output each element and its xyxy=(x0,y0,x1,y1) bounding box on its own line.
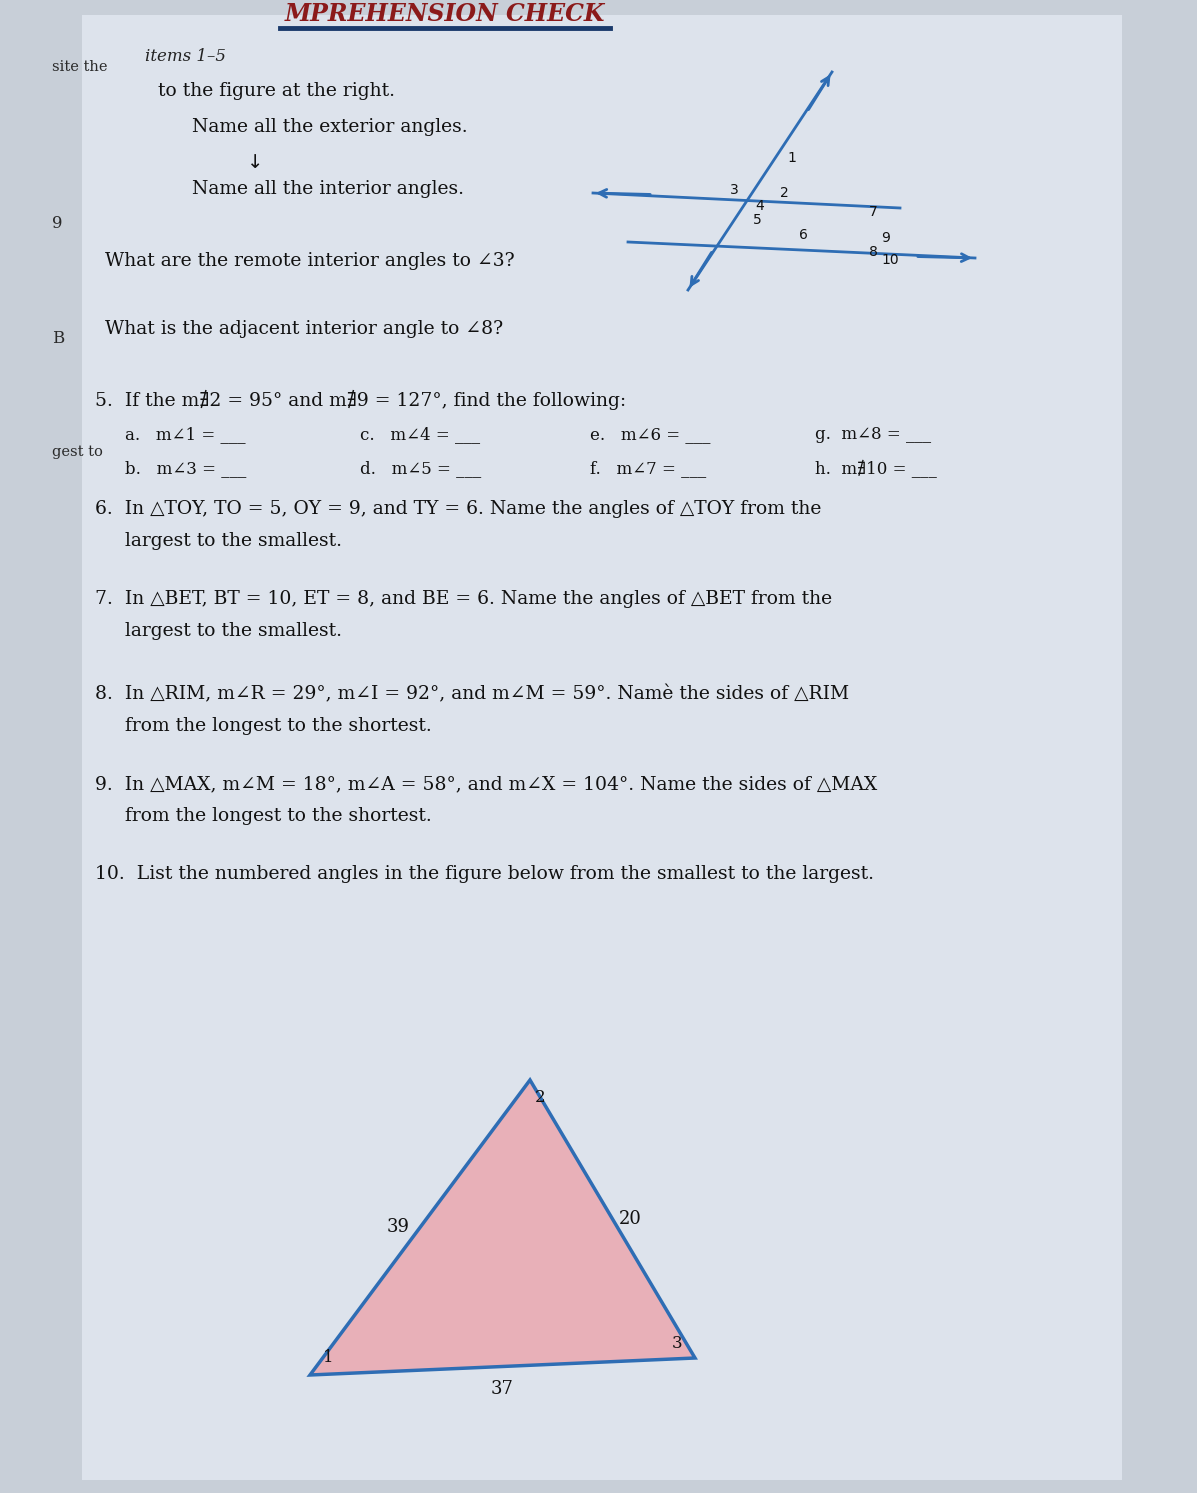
Text: from the longest to the shortest.: from the longest to the shortest. xyxy=(124,808,432,826)
Text: 8.  In △RIM, m∠R = 29°, m∠I = 92°, and m∠M = 59°. Namè the sides of △RIM: 8. In △RIM, m∠R = 29°, m∠I = 92°, and m∠… xyxy=(95,685,849,703)
Text: 6: 6 xyxy=(798,228,808,242)
Text: 2: 2 xyxy=(535,1090,546,1106)
Text: to the figure at the right.: to the figure at the right. xyxy=(158,82,395,100)
Text: largest to the smallest.: largest to the smallest. xyxy=(124,532,342,549)
Text: 37: 37 xyxy=(491,1380,514,1397)
Text: 3: 3 xyxy=(730,184,739,197)
Text: 5: 5 xyxy=(753,213,761,227)
Text: b.   m∠3 = ___: b. m∠3 = ___ xyxy=(124,460,247,476)
Text: 9: 9 xyxy=(881,231,891,245)
Text: a.   m∠1 = ___: a. m∠1 = ___ xyxy=(124,426,245,443)
Text: from the longest to the shortest.: from the longest to the shortest. xyxy=(124,717,432,735)
Text: 7: 7 xyxy=(869,205,877,219)
Text: Name all the exterior angles.: Name all the exterior angles. xyxy=(192,118,468,136)
Text: What are the remote interior angles to ∠3?: What are the remote interior angles to ∠… xyxy=(105,252,515,270)
Text: 20: 20 xyxy=(619,1209,642,1229)
Text: largest to the smallest.: largest to the smallest. xyxy=(124,623,342,640)
Text: MPREHENSION CHECK: MPREHENSION CHECK xyxy=(285,1,606,25)
Text: 4: 4 xyxy=(755,199,765,213)
Text: d.   m∠5 = ___: d. m∠5 = ___ xyxy=(360,460,481,476)
Text: 10.  List the numbered angles in the figure below from the smallest to the large: 10. List the numbered angles in the figu… xyxy=(95,864,874,882)
Text: 1: 1 xyxy=(788,151,796,166)
Text: ↓: ↓ xyxy=(247,152,263,172)
Text: items 1–5: items 1–5 xyxy=(145,48,226,66)
Polygon shape xyxy=(310,1079,695,1375)
Text: g.  m∠8 = ___: g. m∠8 = ___ xyxy=(815,426,931,443)
Text: 10: 10 xyxy=(881,252,899,267)
Text: site the: site the xyxy=(51,60,108,75)
Text: B: B xyxy=(51,330,65,346)
Text: 9: 9 xyxy=(51,215,62,231)
Text: 9.  In △MAX, m∠M = 18°, m∠A = 58°, and m∠X = 104°. Name the sides of △MAX: 9. In △MAX, m∠M = 18°, m∠A = 58°, and m∠… xyxy=(95,775,877,793)
Text: Name all the interior angles.: Name all the interior angles. xyxy=(192,181,464,199)
Text: 7.  In △BET, BT = 10, ET = 8, and BE = 6. Name the angles of △BET from the: 7. In △BET, BT = 10, ET = 8, and BE = 6.… xyxy=(95,590,832,608)
Text: gest to: gest to xyxy=(51,445,103,458)
Text: 3: 3 xyxy=(672,1335,682,1351)
Text: 8: 8 xyxy=(869,245,877,258)
Text: 1: 1 xyxy=(323,1348,333,1366)
Text: h.  m∄10 = ___: h. m∄10 = ___ xyxy=(815,460,937,478)
Text: 39: 39 xyxy=(387,1218,409,1236)
Text: 2: 2 xyxy=(779,187,789,200)
Text: 6.  In △TOY, TO = 5, OY = 9, and TY = 6. Name the angles of △TOY from the: 6. In △TOY, TO = 5, OY = 9, and TY = 6. … xyxy=(95,500,821,518)
Text: c.   m∠4 = ___: c. m∠4 = ___ xyxy=(360,426,480,443)
Text: e.   m∠6 = ___: e. m∠6 = ___ xyxy=(590,426,711,443)
Text: 5.  If the m∄2 = 95° and m∄9 = 127°, find the following:: 5. If the m∄2 = 95° and m∄9 = 127°, find… xyxy=(95,390,626,411)
Text: f.   m∠7 = ___: f. m∠7 = ___ xyxy=(590,460,706,476)
Bar xyxy=(83,15,1122,1480)
Text: What is the adjacent interior angle to ∠8?: What is the adjacent interior angle to ∠… xyxy=(105,320,503,337)
